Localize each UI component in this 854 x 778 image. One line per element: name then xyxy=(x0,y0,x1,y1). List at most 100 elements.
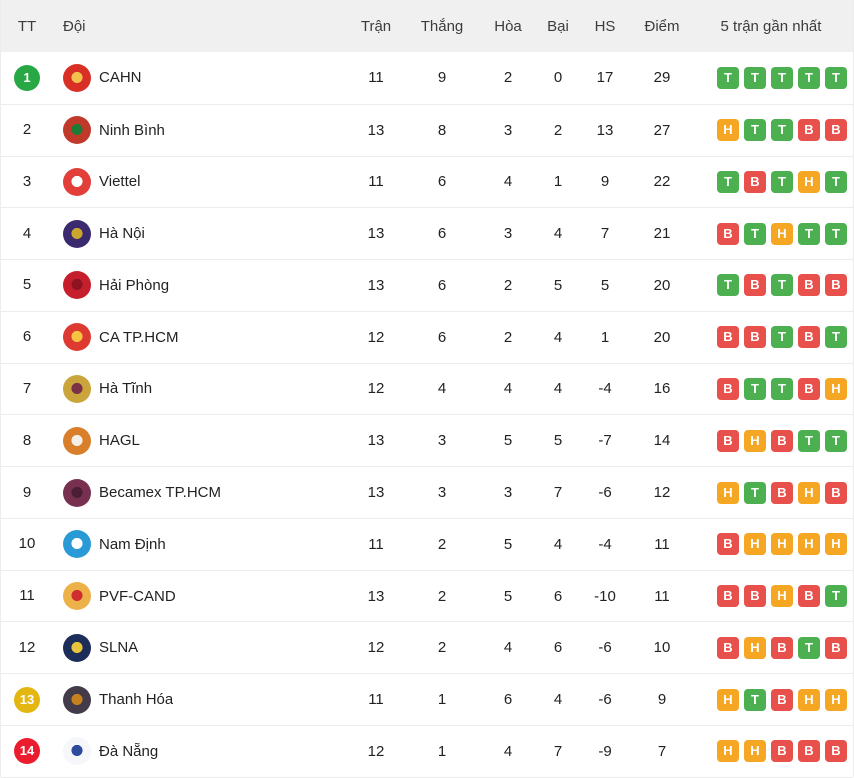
form-badge-win[interactable]: T xyxy=(825,222,847,245)
form-badge-loss[interactable]: B xyxy=(717,429,739,452)
team-cell[interactable]: PVF-CAND xyxy=(53,582,343,611)
form-badge-loss[interactable]: B xyxy=(744,170,766,193)
form-badge-win[interactable]: T xyxy=(771,170,793,193)
form-badge-draw[interactable]: H xyxy=(825,688,847,711)
team-cell[interactable]: CAHN xyxy=(53,63,343,92)
form-badge-win[interactable]: T xyxy=(825,170,847,193)
form-badge-draw[interactable]: H xyxy=(771,222,793,245)
team-cell[interactable]: Hải Phòng xyxy=(53,271,343,300)
form-badge-win[interactable]: T xyxy=(744,377,766,400)
form-badge-win[interactable]: T xyxy=(798,66,820,89)
form-badge-loss[interactable]: B xyxy=(744,326,766,349)
team-cell[interactable]: SLNA xyxy=(53,633,343,662)
form-badge-loss[interactable]: B xyxy=(798,740,820,763)
form-badge-win[interactable]: T xyxy=(744,119,766,142)
form-badge-draw[interactable]: H xyxy=(717,119,739,142)
form-badge-draw[interactable]: H xyxy=(717,481,739,504)
form-badge-loss[interactable]: B xyxy=(825,740,847,763)
team-cell[interactable]: Đà Nẵng xyxy=(53,737,343,766)
team-cell[interactable]: Nam Định xyxy=(53,530,343,559)
form-badge-loss[interactable]: B xyxy=(825,274,847,297)
form-badge-loss[interactable]: B xyxy=(771,740,793,763)
form-badge-win[interactable]: T xyxy=(771,326,793,349)
form-badge-draw[interactable]: H xyxy=(744,533,766,556)
team-cell[interactable]: Hà Nội xyxy=(53,219,343,248)
form-badge-draw[interactable]: H xyxy=(798,533,820,556)
team-cell[interactable]: Hà Tĩnh xyxy=(53,374,343,403)
form-badge-win[interactable]: T xyxy=(771,377,793,400)
team-cell[interactable]: CA TP.HCM xyxy=(53,323,343,352)
form-badge-loss[interactable]: B xyxy=(717,533,739,556)
form-badge-loss[interactable]: B xyxy=(798,274,820,297)
form-badge-win[interactable]: T xyxy=(825,585,847,608)
form-badge-win[interactable]: T xyxy=(825,326,847,349)
form-badge-win[interactable]: T xyxy=(744,688,766,711)
form-badge-win[interactable]: T xyxy=(798,222,820,245)
form-badge-win[interactable]: T xyxy=(717,66,739,89)
position-cell: 10 xyxy=(1,531,53,557)
form-badge-loss[interactable]: B xyxy=(717,636,739,659)
form-badge-win[interactable]: T xyxy=(798,429,820,452)
form-badge-loss[interactable]: B xyxy=(717,585,739,608)
form-badge-draw[interactable]: H xyxy=(717,688,739,711)
form-badge-draw[interactable]: H xyxy=(798,688,820,711)
form-badge-draw[interactable]: H xyxy=(771,533,793,556)
form-badge-win[interactable]: T xyxy=(798,636,820,659)
form-badge-win[interactable]: T xyxy=(771,274,793,297)
form-badge-win[interactable]: T xyxy=(717,274,739,297)
form-badge-draw[interactable]: H xyxy=(825,533,847,556)
form-badge-draw[interactable]: H xyxy=(798,481,820,504)
form-badge-win[interactable]: T xyxy=(771,66,793,89)
form-badge-loss[interactable]: B xyxy=(717,377,739,400)
form-badge-win[interactable]: T xyxy=(825,429,847,452)
form-badge-draw[interactable]: H xyxy=(771,585,793,608)
form-badge-loss[interactable]: B xyxy=(825,481,847,504)
team-cell[interactable]: Thanh Hóa xyxy=(53,685,343,714)
form-badge-loss[interactable]: B xyxy=(798,119,820,142)
form-badge-loss[interactable]: B xyxy=(744,274,766,297)
team-cell[interactable]: Viettel xyxy=(53,167,343,196)
form-badge-win[interactable]: T xyxy=(771,119,793,142)
form-badge-loss[interactable]: B xyxy=(798,326,820,349)
form-badge-win[interactable]: T xyxy=(744,66,766,89)
form-badge-loss[interactable]: B xyxy=(744,585,766,608)
team-cell[interactable]: Becamex TP.HCM xyxy=(53,478,343,507)
team-cell[interactable]: Ninh Bình xyxy=(53,116,343,145)
form-badge-win[interactable]: T xyxy=(744,481,766,504)
form-badge-draw[interactable]: H xyxy=(798,170,820,193)
form-badge-loss[interactable]: B xyxy=(717,326,739,349)
form-badge-win[interactable]: T xyxy=(717,170,739,193)
form-badge-loss[interactable]: B xyxy=(798,585,820,608)
form-badge-draw[interactable]: H xyxy=(717,740,739,763)
form-badge-draw[interactable]: H xyxy=(744,740,766,763)
form-badge-loss[interactable]: B xyxy=(771,688,793,711)
form-badge-loss[interactable]: B xyxy=(825,119,847,142)
form-badge-loss[interactable]: B xyxy=(798,377,820,400)
team-cell[interactable]: HAGL xyxy=(53,426,343,455)
form-badge-loss[interactable]: B xyxy=(771,429,793,452)
form-badge-loss[interactable]: B xyxy=(825,636,847,659)
form-badge-loss[interactable]: B xyxy=(771,481,793,504)
form-badge-draw[interactable]: H xyxy=(825,377,847,400)
form-badge-loss[interactable]: B xyxy=(771,636,793,659)
form-badge-draw[interactable]: H xyxy=(744,636,766,659)
form-badge-win[interactable]: T xyxy=(744,222,766,245)
form-badge-win[interactable]: T xyxy=(825,66,847,89)
form-badge-loss[interactable]: B xyxy=(717,222,739,245)
form-badge-draw[interactable]: H xyxy=(744,429,766,452)
